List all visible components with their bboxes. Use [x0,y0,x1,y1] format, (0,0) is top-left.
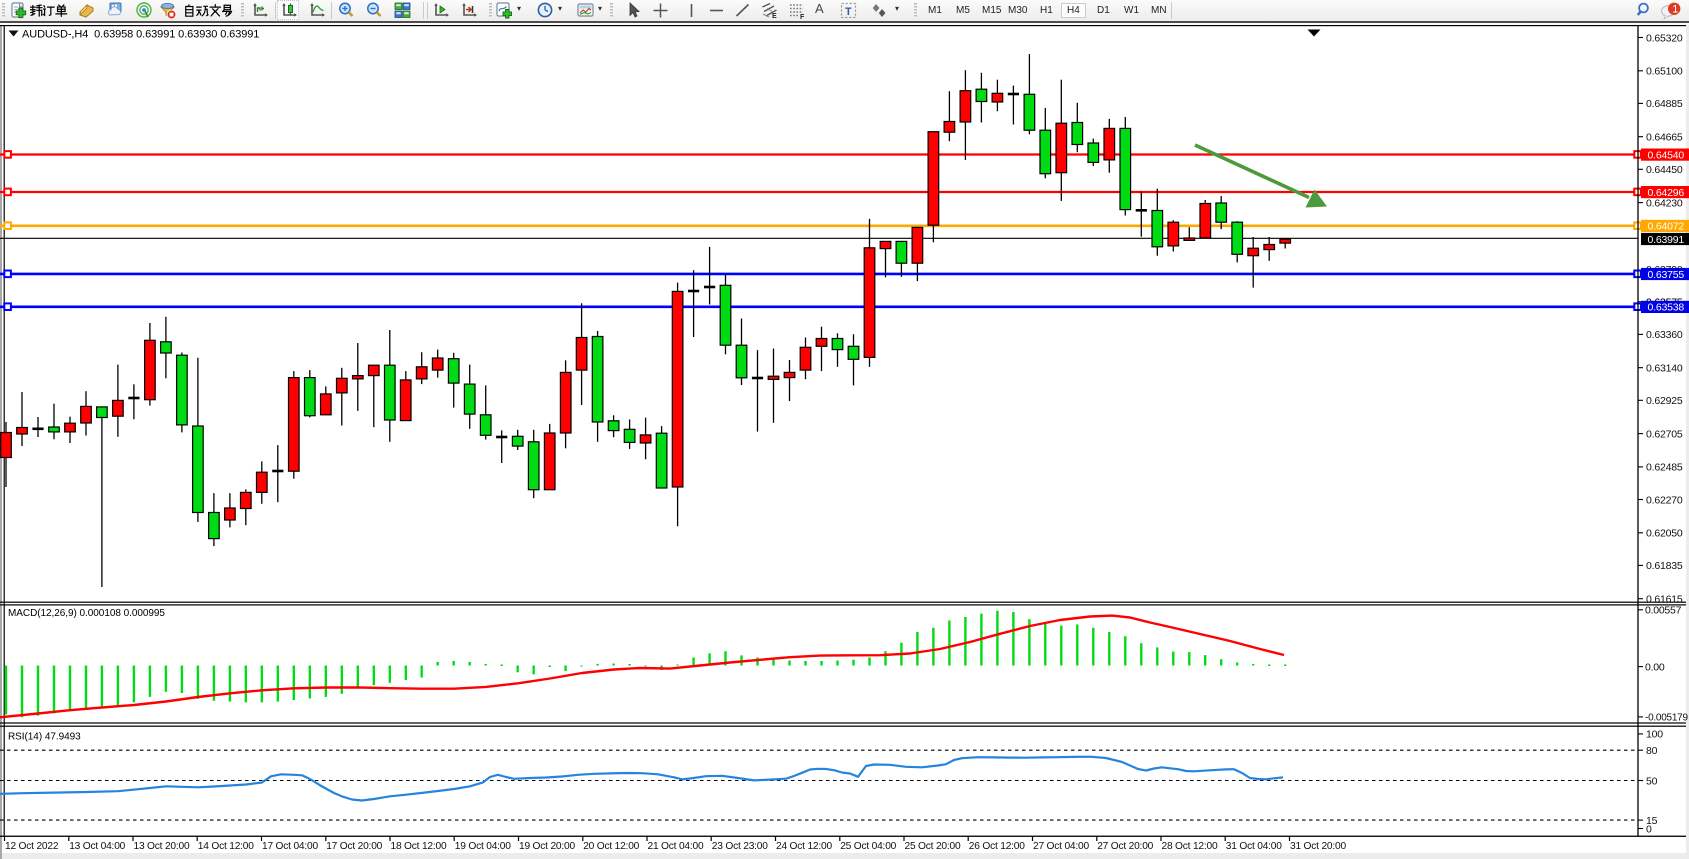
svg-text:-0.005179: -0.005179 [1645,713,1688,724]
svg-text:RSI(14) 47.9493: RSI(14) 47.9493 [8,732,81,743]
svg-text:T: T [845,6,852,18]
svg-text:80: 80 [1646,745,1658,757]
svg-text:27 Oct 04:00: 27 Oct 04:00 [1033,841,1089,852]
svg-text:MACD(12,26,9) 0.000108 0.00099: MACD(12,26,9) 0.000108 0.000995 [8,608,165,619]
svg-text:19 Oct 04:00: 19 Oct 04:00 [455,841,511,852]
svg-text:13 Oct 04:00: 13 Oct 04:00 [69,841,125,852]
svg-text:F: F [800,14,805,19]
svg-text:26 Oct 12:00: 26 Oct 12:00 [969,841,1025,852]
svg-text:14 Oct 12:00: 14 Oct 12:00 [198,841,254,852]
svg-text:27 Oct 20:00: 27 Oct 20:00 [1097,841,1153,852]
svg-text:31 Oct 04:00: 31 Oct 04:00 [1226,841,1282,852]
svg-text:25 Oct 20:00: 25 Oct 20:00 [905,841,961,852]
svg-text:0.63991: 0.63991 [1648,234,1685,246]
svg-text:100: 100 [1646,729,1663,741]
svg-text:0.65100: 0.65100 [1646,66,1683,78]
svg-text:0.64230: 0.64230 [1646,197,1683,209]
svg-text:0.64885: 0.64885 [1646,98,1683,110]
svg-text:0.61615: 0.61615 [1646,594,1683,606]
svg-text:0.62485: 0.62485 [1646,462,1683,474]
svg-text:E: E [772,13,777,19]
svg-text:0.62925: 0.62925 [1646,395,1683,407]
svg-text:0.00557: 0.00557 [1645,605,1682,617]
svg-text:23 Oct 23:00: 23 Oct 23:00 [712,841,768,852]
svg-text:0.62705: 0.62705 [1646,428,1683,440]
svg-text:20 Oct 12:00: 20 Oct 12:00 [583,841,639,852]
svg-text:0.61835: 0.61835 [1646,560,1683,572]
svg-text:0: 0 [1646,823,1652,835]
svg-text:21 Oct 04:00: 21 Oct 04:00 [648,841,704,852]
svg-text:0.64450: 0.64450 [1646,164,1683,176]
svg-text:1: 1 [1672,4,1678,16]
svg-text:0.62050: 0.62050 [1646,528,1683,540]
svg-text:25 Oct 04:00: 25 Oct 04:00 [840,841,896,852]
svg-text:24 Oct 12:00: 24 Oct 12:00 [776,841,832,852]
svg-text:15: 15 [1646,815,1658,827]
svg-text:0.64296: 0.64296 [1648,187,1685,199]
svg-text:0.00: 0.00 [1645,661,1665,673]
svg-text:12 Oct 2022: 12 Oct 2022 [5,841,59,852]
svg-text:0.63140: 0.63140 [1646,363,1683,375]
svg-text:13 Oct 20:00: 13 Oct 20:00 [134,841,190,852]
svg-text:17 Oct 04:00: 17 Oct 04:00 [262,841,318,852]
svg-text:0.63755: 0.63755 [1648,269,1685,281]
svg-text:0.64540: 0.64540 [1648,149,1685,161]
svg-text:0.65320: 0.65320 [1646,32,1683,44]
svg-text:0.64665: 0.64665 [1646,132,1683,144]
svg-text:0.64072: 0.64072 [1648,221,1685,233]
svg-text:19 Oct 20:00: 19 Oct 20:00 [519,841,575,852]
svg-text:0.62270: 0.62270 [1646,494,1683,506]
svg-text:50: 50 [1646,775,1658,787]
svg-text:17 Oct 20:00: 17 Oct 20:00 [326,841,382,852]
svg-text:AUDUSD-,H4 0.63958 0.63991 0.: AUDUSD-,H4 0.63958 0.63991 0.63930 0.639… [22,28,259,40]
svg-text:18 Oct 12:00: 18 Oct 12:00 [391,841,447,852]
svg-text:31 Oct 20:00: 31 Oct 20:00 [1290,841,1346,852]
svg-text:28 Oct 12:00: 28 Oct 12:00 [1162,841,1218,852]
svg-text:0.63360: 0.63360 [1646,329,1683,341]
svg-text:0.63538: 0.63538 [1648,302,1685,314]
